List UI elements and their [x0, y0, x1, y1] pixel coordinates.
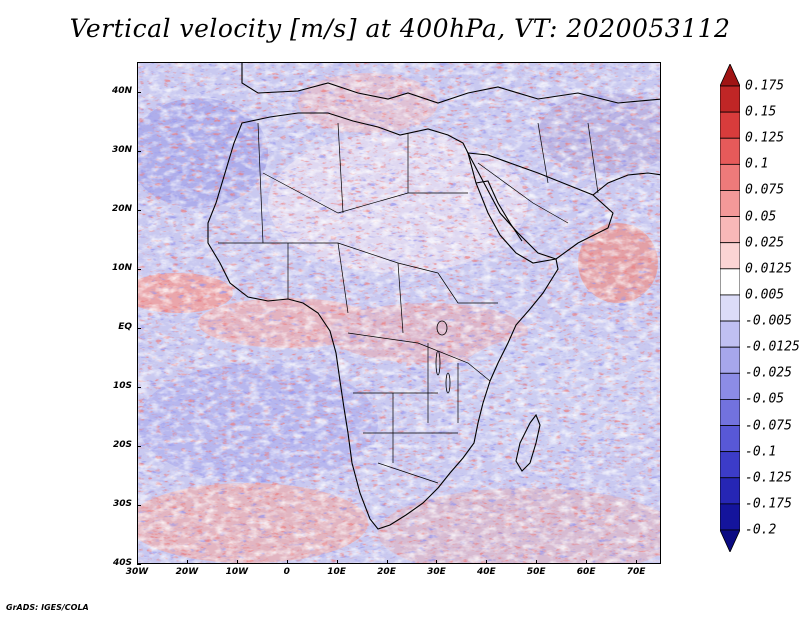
colorbar-label: -0.0125	[745, 339, 800, 355]
lat-tick-label: 40N	[111, 85, 132, 96]
lon-tick-mark	[336, 560, 338, 564]
colorbar-label: 0.125	[745, 130, 785, 146]
lon-tick-label: 20W	[175, 567, 199, 577]
colorbar-swatch	[720, 242, 740, 270]
lat-tick-label: 10N	[111, 262, 132, 273]
colorbar-label: 0.0125	[745, 261, 792, 277]
colorbar-label: -0.075	[745, 418, 792, 434]
colorbar-label: 0.075	[745, 182, 785, 198]
colorbar-swatch	[720, 320, 740, 348]
map-panel	[137, 62, 661, 564]
colorbar-swatch	[720, 163, 740, 191]
colorbar-label: -0.025	[745, 365, 792, 381]
colorbar-swatch	[720, 85, 740, 113]
lat-tick-label: 20S	[112, 439, 132, 450]
lon-tick-mark	[586, 560, 588, 564]
colorbar-label: 0.05	[745, 209, 777, 225]
lon-tick-mark	[386, 560, 388, 564]
colorbar-label: 0.005	[745, 287, 785, 303]
lon-tick-mark	[536, 560, 538, 564]
lon-tick-label: 60E	[576, 567, 596, 577]
colorbar	[720, 64, 740, 552]
colorbar-swatch	[720, 477, 740, 505]
lon-tick-label: 0	[283, 567, 290, 577]
lat-tick-label: 30S	[112, 498, 132, 509]
lat-tick-mark	[137, 386, 141, 388]
lon-tick-label: 40E	[476, 567, 496, 577]
colorbar-swatch	[720, 268, 740, 296]
lat-tick-label: 30N	[111, 144, 132, 155]
lon-tick-mark	[286, 560, 288, 564]
lon-tick-label: 20E	[377, 567, 396, 577]
lat-tick-label: 40S	[112, 558, 132, 568]
lat-tick-mark	[137, 268, 141, 270]
colorbar-swatch	[720, 372, 740, 400]
colorbar-label: -0.125	[745, 470, 792, 486]
lat-tick-mark	[137, 564, 141, 565]
plot-title: Vertical velocity [m/s] at 400hPa, VT: 2…	[69, 14, 731, 43]
lat-tick-label: EQ	[118, 321, 132, 332]
lon-tick-mark	[636, 560, 638, 564]
lon-tick-label: 30E	[427, 567, 446, 577]
lat-tick-mark	[137, 327, 141, 329]
lon-tick-mark	[236, 560, 238, 564]
colorbar-top-triangle	[720, 64, 740, 87]
colorbar-swatch	[720, 425, 740, 453]
lat-tick-mark	[137, 209, 141, 211]
lon-tick-label: 70E	[626, 567, 646, 577]
colorbar-swatch	[720, 503, 740, 531]
lon-tick-label: 10W	[225, 567, 249, 577]
colorbar-label: 0.025	[745, 235, 785, 251]
colorbar-label: -0.05	[745, 391, 785, 407]
colorbar-swatch	[720, 451, 740, 479]
colorbar-label: -0.175	[745, 496, 792, 512]
colorbar-label: 0.15	[745, 104, 777, 120]
colorbar-swatch	[720, 111, 740, 139]
colorbar-label: -0.2	[745, 522, 777, 538]
colorbar-swatch	[720, 137, 740, 165]
lat-tick-mark	[137, 150, 141, 152]
colorbar-swatch	[720, 216, 740, 244]
credit-text: GrADS: IGES/COLA	[6, 603, 89, 612]
colorbar-swatch	[720, 190, 740, 217]
lon-tick-mark	[436, 560, 438, 564]
lat-tick-mark	[137, 91, 141, 93]
country-borders	[218, 122, 599, 484]
lat-tick-label: 10S	[112, 380, 132, 391]
colorbar-label: 0.1	[745, 156, 769, 172]
lon-tick-mark	[137, 560, 138, 564]
vertical-velocity-field	[138, 63, 660, 563]
colorbar-swatch	[720, 399, 740, 426]
lon-tick-label: 30W	[125, 567, 149, 577]
colorbar-label: -0.005	[745, 313, 792, 329]
coastlines	[207, 63, 660, 530]
colorbar-bottom-triangle	[720, 529, 740, 552]
lon-tick-mark	[486, 560, 488, 564]
colorbar-label: -0.1	[745, 444, 777, 460]
lat-tick-mark	[137, 445, 141, 447]
lon-tick-mark	[186, 560, 188, 564]
colorbar-label: 0.175	[745, 78, 785, 94]
colorbar-swatch	[720, 346, 740, 374]
colorbar-swatch	[720, 294, 740, 322]
lakes	[435, 320, 451, 394]
lat-tick-label: 20N	[111, 203, 132, 214]
lat-tick-mark	[137, 504, 141, 506]
lon-tick-label: 10E	[327, 567, 346, 577]
lon-tick-label: 50E	[526, 567, 546, 577]
